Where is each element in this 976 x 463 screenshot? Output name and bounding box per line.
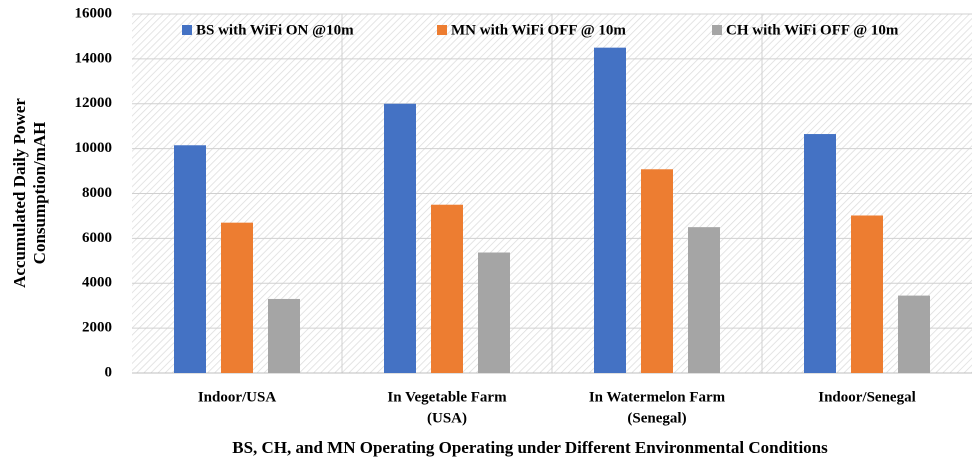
y-tick-label: 12000 [75, 95, 113, 111]
x-tick-label: Indoor/Senegal [818, 389, 916, 405]
y-axis-label-line: Accumulated Daily Power [10, 98, 29, 288]
y-axis-label: Accumulated Daily Power Consumption/mAH [10, 98, 49, 288]
y-tick-label: 16000 [75, 5, 113, 21]
y-tick-label: 8000 [82, 185, 112, 201]
legend-label: BS with WiFi ON @10m [196, 22, 354, 38]
bar [688, 227, 720, 373]
x-tick-label: Indoor/USA [198, 389, 277, 405]
bar [174, 145, 206, 373]
x-tick-label: (Senegal) [627, 410, 686, 426]
bar [478, 252, 510, 373]
y-tick-label: 14000 [75, 50, 113, 66]
y-tick-label: 0 [105, 364, 113, 380]
legend-swatch [437, 25, 447, 35]
bar [641, 169, 673, 373]
x-tick-label: In Vegetable Farm [387, 389, 507, 405]
bar [268, 298, 300, 373]
legend-swatch [182, 25, 192, 35]
y-axis-label-line: Consumption/mAH [30, 122, 49, 265]
bar [898, 295, 930, 373]
bar [431, 204, 463, 373]
legend-label: CH with WiFi OFF @ 10m [726, 22, 899, 38]
bar [594, 47, 626, 373]
y-tick-label: 2000 [82, 320, 112, 336]
x-axis-label: BS, CH, and MN Operating Operating under… [232, 438, 828, 457]
bar [804, 134, 836, 373]
y-tick-label: 6000 [82, 230, 112, 246]
x-tick-label: In Watermelon Farm [589, 389, 726, 405]
bar [851, 215, 883, 373]
legend-label: MN with WiFi OFF @ 10m [451, 22, 626, 38]
bar [384, 103, 416, 373]
y-tick-label: 4000 [82, 275, 112, 291]
legend-swatch [712, 25, 722, 35]
bar [221, 222, 253, 373]
x-tick-label: (USA) [427, 410, 467, 426]
y-tick-label: 10000 [75, 140, 113, 156]
